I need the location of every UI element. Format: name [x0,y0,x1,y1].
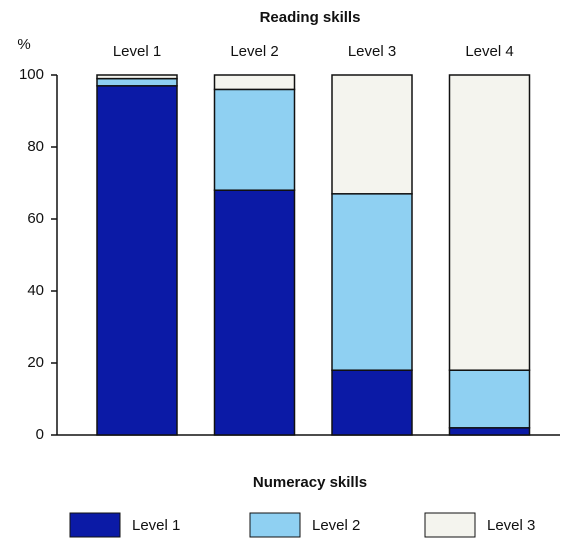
x-tick-label: Level 2 [230,43,278,60]
y-tick-label: 0 [36,426,44,443]
y-tick-label: 60 [27,210,44,227]
bar-segment [448,74,531,371]
bar-segment [448,427,531,436]
y-tick-label: 100 [19,66,44,83]
y-axis-label: % [17,36,30,53]
legend-label: Level 1 [132,517,180,534]
x-tick-label: Level 3 [348,43,396,60]
bar-segment [331,369,413,436]
legend-label: Level 3 [487,517,535,534]
bar-segment [213,88,296,191]
bar-segment [448,369,531,429]
bar-segment [213,189,296,436]
bar-segment [331,193,413,371]
chart-title: Reading skills [260,9,361,26]
y-tick-label: 40 [27,282,44,299]
legend-swatch [69,512,121,538]
bar-segment [96,74,178,80]
y-tick-label: 80 [27,138,44,155]
legend-swatch [424,512,476,538]
legend-title: Numeracy skills [253,474,367,491]
bar-segment [96,77,178,87]
x-tick-label: Level 1 [113,43,161,60]
bar-segment [331,74,413,195]
x-tick-label: Level 4 [465,43,513,60]
legend-swatch [249,512,301,538]
legend-label: Level 2 [312,517,360,534]
bar-segment [96,85,178,436]
bar-segment [213,74,296,91]
y-tick-label: 20 [27,354,44,371]
